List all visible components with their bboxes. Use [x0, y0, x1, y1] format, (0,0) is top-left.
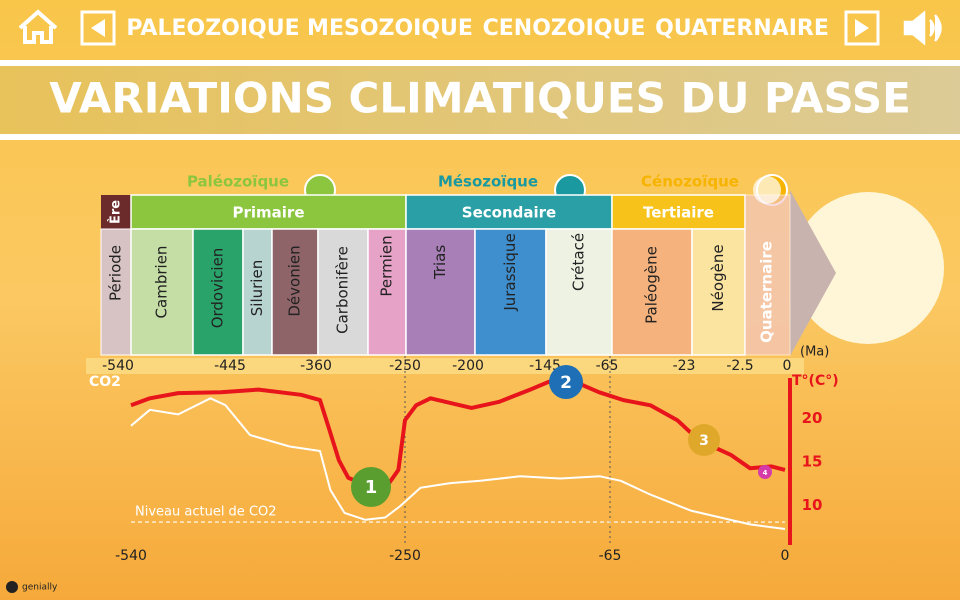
series-line [130, 379, 786, 490]
age-label: -540 [102, 358, 134, 374]
period-cell [317, 228, 369, 356]
age-label: -200 [452, 358, 484, 374]
next-icon [855, 19, 869, 37]
x-tick-label: -65 [599, 548, 622, 564]
quaternary-cell[interactable] [744, 194, 791, 356]
period-label: Jurassique [501, 233, 519, 311]
period-label: Carbonifère [334, 246, 352, 334]
timeline-arrow [790, 190, 836, 356]
sound-button[interactable] [903, 10, 942, 46]
age-label: -445 [214, 358, 246, 374]
info-marker[interactable] [758, 465, 772, 479]
quaternary-icon [753, 176, 781, 204]
prev-icon [91, 19, 105, 37]
age-unit: (Ma) [800, 345, 829, 360]
period-label: Néogène [709, 244, 727, 311]
series-line [130, 397, 786, 530]
age-label: -2.5 [726, 358, 753, 374]
info-marker-label[interactable]: 4 [763, 469, 768, 477]
period-cell [192, 228, 244, 356]
period-cell [367, 228, 407, 356]
y2-tick-label: 15 [802, 453, 823, 471]
period-row-cell [100, 228, 132, 356]
page-title: VARIATIONS CLIMATIQUES DU PASSE [49, 74, 911, 123]
era-row-label: Ère [108, 200, 124, 224]
period-label: Trias [431, 245, 449, 280]
x-tick-label: 0 [781, 548, 790, 564]
title-band [0, 66, 960, 134]
period-cell [271, 228, 319, 356]
period-label: Silurien [248, 260, 266, 316]
age-label: -23 [673, 358, 696, 374]
age-label: -360 [300, 358, 332, 374]
info-marker[interactable] [549, 365, 583, 399]
nav-item[interactable]: MESOZOIQUE [307, 16, 473, 41]
era-label: Cénozoïque [641, 173, 739, 191]
info-marker[interactable] [688, 424, 720, 456]
era-row-cell [101, 195, 131, 229]
info-marker-label[interactable]: 1 [365, 477, 378, 498]
y2-axis-label: T°(C°) [792, 373, 839, 389]
period-cell [545, 228, 613, 356]
nav-item[interactable]: QUATERNAIRE [655, 16, 829, 41]
period-cell [474, 228, 547, 356]
prev-button[interactable] [80, 10, 116, 46]
home-button[interactable] [18, 9, 58, 44]
info-marker-label[interactable]: 3 [699, 433, 709, 449]
y2-tick-label: 20 [802, 409, 823, 427]
quaternary-label[interactable]: Quaternaire [758, 241, 776, 343]
reference-label: Niveau actuel de CO2 [135, 505, 277, 520]
period-label: Cambrien [153, 246, 171, 319]
subdivision-cell [405, 194, 613, 230]
next-button[interactable] [844, 10, 880, 46]
era-label: Mésozoïque [438, 173, 538, 191]
age-label: 0 [783, 358, 792, 374]
period-label: Permien [378, 235, 396, 296]
subdivision-label: Primaire [233, 204, 305, 222]
period-label: Dévonien [286, 245, 304, 316]
top-bar [18, 9, 942, 46]
info-marker[interactable] [351, 467, 391, 507]
age-label: -145 [529, 358, 561, 374]
period-label: Paléogène [643, 246, 661, 324]
x-tick-label: -250 [389, 548, 421, 564]
footer-brand[interactable]: genially [22, 583, 58, 593]
era-label: Paléozoïque [187, 173, 289, 191]
period-cell [130, 228, 194, 356]
period-label: Crétacé [570, 233, 588, 291]
period-cell [691, 228, 746, 356]
x-tick-label: -540 [115, 548, 147, 564]
subdivision-label: Tertiaire [643, 204, 714, 222]
nav-item[interactable]: PALEOZOIQUE [126, 16, 299, 41]
period-cell [611, 228, 693, 356]
age-label: -65 [596, 358, 619, 374]
sun [792, 192, 944, 344]
y2-tick-label: 10 [802, 496, 823, 514]
y-axis-label: CO2 [89, 374, 121, 390]
nav-item[interactable]: CENOZOIQUE [483, 16, 646, 41]
period-row-label: Période [107, 245, 125, 301]
period-cell [405, 228, 476, 356]
age-band [86, 358, 804, 374]
subdivision-label: Secondaire [462, 204, 556, 222]
info-marker-label[interactable]: 2 [560, 373, 572, 393]
period-label: Ordovicien [209, 248, 227, 329]
footer-logo [6, 581, 18, 593]
